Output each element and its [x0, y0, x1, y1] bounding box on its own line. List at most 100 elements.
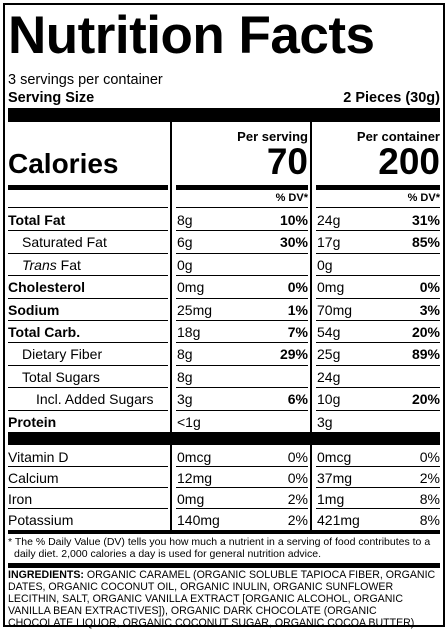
- rule: [176, 230, 308, 232]
- rule: [316, 342, 440, 344]
- calories-container: 200: [378, 141, 440, 182]
- nutrient-name: Protein: [8, 413, 57, 430]
- servings: 3 servings per container: [8, 72, 163, 88]
- serving-dv: 30%: [279, 234, 308, 251]
- divider: [8, 432, 440, 445]
- container-dv: 0%: [419, 449, 440, 465]
- serving-size-value: 2 Pieces (30g): [343, 90, 440, 106]
- ingredients-text: ORGANIC CARAMEL (ORGANIC SOLUBLE TAPIOCA…: [8, 569, 436, 629]
- container-amount: 1mg: [317, 491, 345, 507]
- rule: [8, 185, 168, 190]
- container-amount: 10g: [317, 391, 341, 408]
- rule: [176, 320, 308, 321]
- serving-dv: 0%: [287, 279, 308, 296]
- serving-amount: 25mg: [177, 301, 213, 318]
- nutrition-label: Nutrition Facts 3 servings per container…: [3, 3, 445, 629]
- nutrient-name-italic: Trans: [22, 256, 57, 273]
- serving-amount: 3g: [177, 391, 193, 408]
- rule: [176, 409, 308, 411]
- serving-amount: <1g: [177, 413, 201, 430]
- serving-amount: 8g: [177, 368, 193, 385]
- serving-amount: 12mg: [177, 470, 213, 486]
- serving-amount: 0mg: [177, 491, 205, 507]
- nutrient-name: Cholesterol: [8, 279, 86, 296]
- rule: [316, 207, 440, 208]
- nutrient-name: Total Carb.: [8, 324, 81, 340]
- rule: [316, 387, 440, 389]
- serving-amount: 0mcg: [177, 449, 212, 465]
- rule: [8, 230, 168, 232]
- rule: [316, 252, 440, 254]
- rule: [176, 342, 308, 344]
- dv-header: % DV*: [407, 192, 440, 204]
- rule: [176, 252, 308, 254]
- ingredients: INGREDIENTS: ORGANIC CARAMEL (ORGANIC SO…: [8, 569, 440, 629]
- container-dv: 8%: [419, 491, 440, 507]
- serving-dv: 6%: [287, 391, 308, 408]
- serving-dv: 2%: [287, 512, 308, 528]
- rule: [316, 508, 440, 509]
- rule: [8, 466, 168, 467]
- divider: [8, 563, 440, 568]
- nutrient-name: Incl. Added Sugars: [36, 391, 154, 408]
- nutrient-name: Total Fat: [8, 212, 66, 228]
- nutrient-name: Iron: [8, 491, 33, 507]
- rule: [8, 297, 168, 299]
- container-amount: 24g: [317, 212, 341, 228]
- serving-size-label: Serving Size: [8, 90, 95, 106]
- container-dv: 8%: [419, 512, 440, 528]
- rule: [316, 230, 440, 232]
- rule: [176, 207, 308, 208]
- column-header: Per serving: [237, 129, 308, 144]
- nutrient-name: Sodium: [8, 301, 60, 318]
- container-dv: 3%: [419, 301, 440, 318]
- calories-label: Calories: [8, 148, 119, 179]
- rule: [176, 185, 308, 190]
- serving-dv: 7%: [287, 324, 308, 340]
- rule: [316, 487, 440, 488]
- serving-dv: 10%: [279, 212, 308, 228]
- nutrient-name: Total Sugars: [22, 368, 100, 385]
- rule: [8, 320, 168, 321]
- container-amount: 0mcg: [317, 449, 352, 465]
- nutrient-name: Saturated Fat: [22, 234, 107, 251]
- rule: [8, 252, 168, 254]
- rule: [316, 185, 440, 190]
- rule: [176, 297, 308, 299]
- serving-dv: 29%: [279, 346, 308, 363]
- container-dv: 85%: [411, 234, 440, 251]
- rule: [176, 508, 308, 509]
- serving-dv: 2%: [287, 491, 308, 507]
- rule: [316, 320, 440, 321]
- container-amount: 421mg: [317, 512, 360, 528]
- divider: [8, 530, 440, 534]
- rule: [316, 409, 440, 411]
- rule: [8, 409, 168, 411]
- serving-dv: 1%: [287, 301, 308, 318]
- serving-amount: 8g: [177, 212, 193, 228]
- container-dv: 2%: [419, 470, 440, 486]
- serving-dv: 0%: [287, 470, 308, 486]
- container-amount: 0mg: [317, 279, 345, 296]
- rule: [316, 297, 440, 299]
- nutrient-name: Vitamin D: [8, 449, 69, 465]
- container-dv: 0%: [419, 279, 440, 296]
- column-rule: [170, 122, 172, 531]
- serving-dv: 0%: [287, 449, 308, 465]
- serving-amount: 6g: [177, 234, 193, 251]
- container-dv: 20%: [411, 324, 440, 340]
- ingredients-label: INGREDIENTS:: [8, 569, 84, 581]
- column-header: Per container: [356, 129, 440, 144]
- column-rule: [310, 122, 312, 531]
- rule: [8, 508, 168, 509]
- nutrient-name: Calcium: [8, 470, 59, 486]
- rule: [8, 275, 168, 277]
- nutrient-name: Trans Fat: [22, 254, 81, 276]
- container-amount: 24g: [317, 368, 341, 385]
- footnote: * The % Daily Value (DV) tells you how m…: [8, 536, 431, 560]
- container-dv: 89%: [411, 346, 440, 363]
- container-amount: 70mg: [317, 301, 353, 318]
- divider: [8, 108, 440, 122]
- serving-amount: 140mg: [177, 512, 220, 528]
- serving-amount: 0g: [177, 256, 193, 273]
